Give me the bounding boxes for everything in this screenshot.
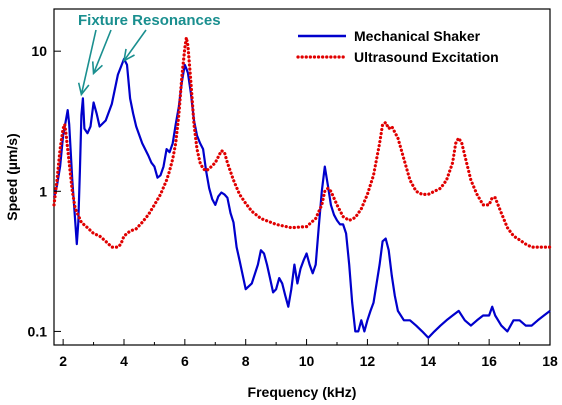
y-tick-label-0_1: 0.1 [28,323,48,339]
x-tick-label-4: 4 [120,353,128,369]
x-tick-label-6: 6 [181,353,189,369]
x-tick-label-8: 8 [242,353,250,369]
series-layer [52,36,552,339]
y-tick-label-10: 10 [31,43,47,59]
annotation-arrowhead-2 [91,61,103,76]
y-axis-label: Speed (µm/s) [4,133,20,220]
annotation-arrow-3 [123,29,147,62]
legend-label-mechanical-shaker: Mechanical Shaker [354,28,481,44]
fixture-resonances-annotation: Fixture Resonances [77,12,221,97]
x-tick-label-10: 10 [299,353,315,369]
series-line-ultrasound-excitation [52,36,552,249]
y-tick-label-1: 1 [39,183,47,199]
plot-frame [53,8,551,346]
annotation-arrow-1 [80,29,97,95]
x-tick-label-2: 2 [59,353,67,369]
legend-label-ultrasound-excitation: Ultrasound Excitation [354,49,499,65]
legend: Mechanical Shaker Ultrasound Excitation [296,28,499,65]
annotation-arrowhead-1 [77,82,90,97]
annotation-label: Fixture Resonances [78,12,221,29]
annotation-arrow-2 [92,29,112,74]
annotation-arrowhead-3 [122,48,135,63]
ticks-layer: 2 4 6 8 10 12 14 16 18 0.1 1 10 [28,43,558,369]
annotation-arrows [77,29,147,97]
x-axis-label: Frequency (kHz) [248,384,357,400]
x-tick-label-14: 14 [420,353,436,369]
series-line-mechanical-shaker [52,57,551,339]
x-tick-label-18: 18 [542,353,558,369]
x-tick-label-12: 12 [360,353,376,369]
x-tick-label-16: 16 [481,353,497,369]
